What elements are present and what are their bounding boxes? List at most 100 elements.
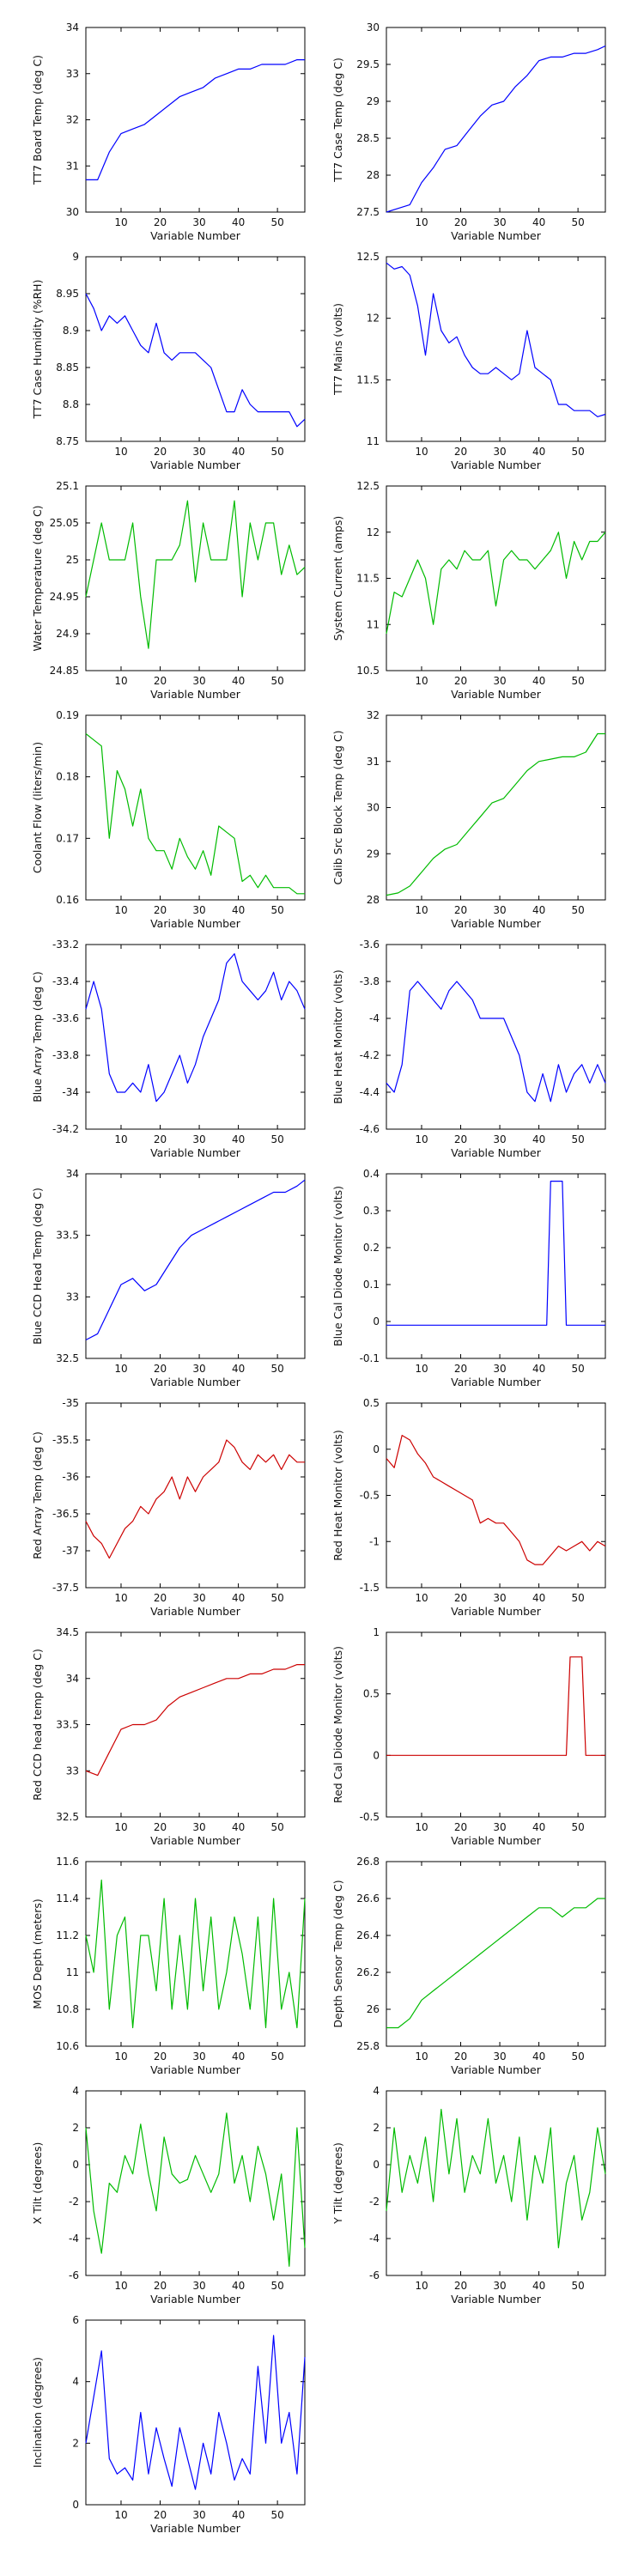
x-tick-label: 50 xyxy=(571,446,584,458)
x-tick-label: 30 xyxy=(192,1821,205,1833)
y-tick-label: 29 xyxy=(367,95,380,107)
y-tick-label: 25.05 xyxy=(50,517,79,529)
y-tick-label: -0.5 xyxy=(360,1490,380,1502)
x-tick-label: 20 xyxy=(154,216,167,228)
chart-panel-6: 10.5 11 11.5 12 12.5 10 20 30 40 50 Variable Numbe… xyxy=(331,480,606,701)
chart-panel-8: 28 29 30 31 32 10 20 30 40 50 Variable Number Calib… xyxy=(331,709,606,930)
x-axis-label: Variable Number xyxy=(150,2522,241,2535)
series-line xyxy=(386,1434,606,1565)
x-tick-label: 40 xyxy=(532,1133,545,1145)
series-line xyxy=(85,1439,305,1559)
y-tick-label: 0.17 xyxy=(56,832,79,844)
y-tick-label: -0.5 xyxy=(360,1811,380,1823)
y-tick-label: -3.6 xyxy=(360,939,380,951)
y-tick-label: 4 xyxy=(72,2376,79,2388)
y-tick-label: 10.6 xyxy=(56,2040,79,2052)
x-tick-label: 40 xyxy=(532,1821,545,1833)
y-tick-label: 8.8 xyxy=(63,398,79,410)
x-axis-label: Variable Number xyxy=(150,1834,241,1847)
y-tick-label: 29.5 xyxy=(356,58,380,70)
y-axis-label: X Tilt (degrees) xyxy=(31,2142,44,2225)
y-tick-label: 26.4 xyxy=(356,1929,380,1941)
chart-panel-12: -0.1 0 0.1 0.2 0.3 0.4 10 20 30 40 50 Variable Numb… xyxy=(331,1168,606,1388)
y-tick-label: 32.5 xyxy=(56,1352,79,1364)
x-tick-label: 40 xyxy=(232,1821,245,1833)
y-tick-label: 9 xyxy=(72,251,79,263)
y-tick-label: 34.5 xyxy=(56,1626,79,1638)
y-tick-label: 0.5 xyxy=(363,1688,380,1700)
x-tick-label: 30 xyxy=(493,1821,506,1833)
y-tick-label: -4.6 xyxy=(360,1123,380,1135)
x-tick-label: 10 xyxy=(415,904,428,916)
series-line xyxy=(85,733,305,895)
x-tick-label: 20 xyxy=(154,675,167,687)
y-axis-label: Red Array Temp (deg C) xyxy=(31,1431,44,1559)
x-tick-label: 30 xyxy=(192,2280,205,2292)
x-tick-label: 50 xyxy=(270,1133,283,1145)
chart-panel-15: 32.5 33 33.5 34 34.5 10 20 30 40 50 Variable Numbe… xyxy=(31,1626,306,1847)
x-tick-label: 50 xyxy=(571,1363,584,1375)
x-axis-label: Variable Number xyxy=(150,1605,241,1618)
x-tick-label: 50 xyxy=(270,675,283,687)
x-tick-label: 10 xyxy=(415,1363,428,1375)
x-tick-label: 30 xyxy=(192,1363,205,1375)
x-tick-label: 10 xyxy=(114,2050,127,2063)
x-tick-label: 40 xyxy=(532,1363,545,1375)
y-tick-label: -6 xyxy=(369,2269,380,2281)
y-tick-label: 0.16 xyxy=(56,894,79,906)
x-axis-label: Variable Number xyxy=(451,1146,542,1159)
x-tick-label: 50 xyxy=(270,216,283,228)
y-tick-label: 0 xyxy=(373,2159,380,2171)
y-tick-label: 11 xyxy=(367,618,380,630)
chart-panel-5: 24.85 24.9 24.95 25 25.05 25.1 10 20 30 40 50 Varia… xyxy=(31,480,306,701)
series-line xyxy=(386,1656,605,1756)
x-tick-label: 10 xyxy=(415,216,428,228)
x-tick-label: 40 xyxy=(232,216,245,228)
chart-panel-11: 32.5 33 33.5 34 10 20 30 40 50 Variable Number Blu… xyxy=(31,1168,306,1388)
x-tick-label: 20 xyxy=(154,2280,167,2292)
plot-frame xyxy=(85,27,306,213)
x-tick-label: 10 xyxy=(415,1821,428,1833)
x-tick-label: 50 xyxy=(270,2280,283,2292)
y-tick-label: 0.19 xyxy=(56,709,79,721)
y-axis-label: Blue Heat Monitor (volts) xyxy=(331,969,344,1103)
series-line xyxy=(85,2335,306,2490)
x-axis-label: Variable Number xyxy=(150,688,241,701)
plot-frame xyxy=(85,1402,306,1589)
x-tick-label: 30 xyxy=(493,1363,506,1375)
x-tick-label: 40 xyxy=(232,446,245,458)
y-tick-label: 24.85 xyxy=(50,665,79,677)
y-tick-label: 2 xyxy=(373,2122,380,2134)
plot-frame xyxy=(386,1631,606,1818)
x-tick-label: 30 xyxy=(192,446,205,458)
x-tick-label: 30 xyxy=(493,1592,506,1604)
chart-panel-2: 27.5 28 28.5 29 29.5 30 10 20 30 40 50 Variable Num… xyxy=(331,21,606,242)
y-tick-label: 2 xyxy=(72,2437,79,2449)
y-tick-label: 34 xyxy=(66,1673,79,1685)
y-axis-label: Red Cal Diode Monitor (volts) xyxy=(331,1646,344,1803)
series-line xyxy=(386,981,606,1103)
y-tick-label: 33 xyxy=(66,1765,79,1777)
series-line xyxy=(386,1180,605,1326)
x-tick-label: 20 xyxy=(454,446,467,458)
x-tick-label: 50 xyxy=(270,446,283,458)
x-tick-label: 10 xyxy=(415,1592,428,1604)
x-axis-label: Variable Number xyxy=(451,1376,542,1388)
y-tick-label: -1 xyxy=(369,1535,380,1547)
chart-panel-13: -37.5 -37 -36.5 -36 -35.5 -35 10 20 30 40 50 Variab… xyxy=(31,1397,306,1618)
x-axis-label: Variable Number xyxy=(150,917,241,930)
y-tick-label: 26 xyxy=(367,2003,380,2015)
x-tick-label: 50 xyxy=(270,2050,283,2063)
y-tick-label: 12 xyxy=(367,313,380,325)
plot-frame xyxy=(85,1861,306,2047)
x-tick-label: 50 xyxy=(571,1592,584,1604)
x-axis-label: Variable Number xyxy=(150,229,241,242)
x-axis-label: Variable Number xyxy=(451,2293,542,2306)
x-axis-label: Variable Number xyxy=(451,917,542,930)
x-tick-label: 50 xyxy=(571,1133,584,1145)
x-tick-label: 50 xyxy=(571,216,584,228)
plot-frame xyxy=(386,944,606,1130)
x-tick-label: 10 xyxy=(114,1821,127,1833)
x-tick-label: 40 xyxy=(532,904,545,916)
